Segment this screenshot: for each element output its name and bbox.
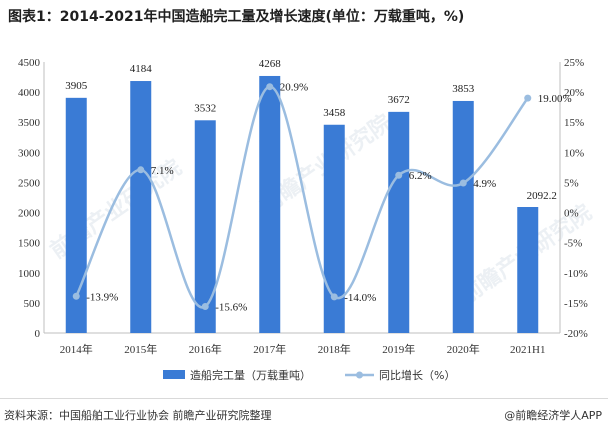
y-right-tick-label: -20% bbox=[564, 328, 588, 340]
growth-value-label: 4.9% bbox=[473, 178, 496, 190]
footer: 资料来源：中国船舶工业行业协会 前瞻产业研究院整理 @前瞻经济学人APP bbox=[0, 398, 608, 435]
growth-value-label: -15.6% bbox=[215, 302, 247, 314]
x-tick-label: 2016年 bbox=[189, 342, 222, 356]
bar-value-label: 3905 bbox=[65, 80, 88, 92]
axes: 0 500 1000 1500 2000 2500 3000 3500 4000 4500 -20%… bbox=[18, 57, 588, 356]
x-tick-label: 2021H1 bbox=[510, 344, 545, 356]
bar bbox=[452, 100, 474, 333]
growth-value-label: 6.2% bbox=[409, 170, 432, 182]
growth-point bbox=[137, 166, 145, 174]
y-left-tick-label: 3000 bbox=[18, 147, 41, 159]
bar-value-label: 4268 bbox=[259, 58, 282, 70]
bar bbox=[517, 207, 539, 333]
bar bbox=[259, 75, 281, 333]
chart: 前瞻产业研究院前瞻产业研究院前瞻产业研究院 0 500 1000 1500 2000 25… bbox=[18, 57, 597, 382]
growth-value-label: 19.00% bbox=[538, 93, 572, 105]
x-tick-label: 2018年 bbox=[318, 342, 351, 356]
source-note: 资料来源：中国船舶工业行业协会 前瞻产业研究院整理 bbox=[4, 409, 272, 422]
legend-bar-swatch bbox=[163, 370, 185, 379]
growth-value-label: 7.1% bbox=[151, 165, 174, 177]
bar-value-label: 2092.2 bbox=[527, 190, 557, 202]
bar bbox=[388, 111, 410, 333]
y-right-tick-label: 15% bbox=[564, 117, 584, 129]
growth-value-label: -13.9% bbox=[86, 291, 118, 303]
bar bbox=[65, 97, 87, 334]
x-tick-label: 2015年 bbox=[124, 342, 157, 356]
data-labels: 3905 4184 3532 4268 3458 3672 3853 2092.2 -13.9%… bbox=[65, 58, 571, 314]
growth-value-label: -14.0% bbox=[344, 292, 376, 304]
bar bbox=[323, 124, 345, 333]
x-tick-label: 2019年 bbox=[382, 342, 415, 356]
y-right-tick-label: -10% bbox=[564, 268, 588, 280]
bar-value-label: 4184 bbox=[130, 63, 153, 75]
y-left-tick-label: 500 bbox=[24, 298, 41, 310]
growth-value-label: 20.9% bbox=[280, 82, 308, 94]
growth-point bbox=[524, 94, 532, 102]
bar-value-label: 3853 bbox=[452, 83, 475, 95]
x-tick-label: 2020年 bbox=[447, 342, 480, 356]
y-left-tick-label: 2500 bbox=[18, 177, 41, 189]
y-right-tick-label: 10% bbox=[564, 147, 584, 159]
y-left-tick-label: 1500 bbox=[18, 238, 41, 250]
y-right-tick-label: 20% bbox=[564, 87, 584, 99]
legend-bar-label: 造船完工量（万载重吨） bbox=[190, 368, 311, 382]
y-left-tick-label: 3500 bbox=[18, 117, 41, 129]
y-left-tick-label: 4000 bbox=[18, 87, 41, 99]
y-right-tick-label: 5% bbox=[564, 177, 579, 189]
y-right-tick-label: -15% bbox=[564, 298, 588, 310]
bar-value-label: 3532 bbox=[194, 102, 216, 114]
y-right-tick-label: 0% bbox=[564, 208, 579, 220]
y-right-tick-label: -5% bbox=[564, 238, 582, 250]
legend-line-label: 同比增长（%） bbox=[379, 368, 455, 382]
legend: 造船完工量（万载重吨） 同比增长（%） bbox=[163, 368, 455, 382]
brand-credit: @前瞻经济学人APP bbox=[504, 409, 602, 422]
y-left-tick-label: 4500 bbox=[18, 57, 41, 69]
growth-point bbox=[459, 179, 467, 187]
growth-point bbox=[330, 293, 338, 301]
y-left-tick-label: 2000 bbox=[18, 208, 41, 220]
bar-value-label: 3458 bbox=[323, 107, 346, 119]
y-left-tick-label: 1000 bbox=[18, 268, 41, 280]
bar bbox=[130, 81, 152, 334]
growth-point bbox=[72, 292, 80, 300]
watermark-group: 前瞻产业研究院前瞻产业研究院前瞻产业研究院 bbox=[45, 109, 596, 309]
x-tick-label: 2017年 bbox=[253, 342, 286, 356]
footer-divider bbox=[0, 398, 608, 399]
growth-point bbox=[266, 83, 274, 91]
bar-value-label: 3672 bbox=[388, 94, 410, 106]
bar bbox=[194, 120, 216, 334]
x-tick-label: 2014年 bbox=[60, 342, 93, 356]
y-right-tick-label: 25% bbox=[564, 57, 584, 69]
legend-line-marker bbox=[356, 371, 363, 379]
line-series bbox=[72, 83, 532, 311]
growth-line bbox=[75, 85, 529, 309]
chart-title: 图表1：2014-2021年中国造船完工量及增长速度(单位：万载重吨，%) bbox=[8, 9, 465, 25]
y-left-tick-label: 0 bbox=[35, 328, 41, 340]
growth-point bbox=[395, 171, 403, 179]
growth-point bbox=[201, 303, 209, 311]
bar-series bbox=[65, 75, 539, 334]
